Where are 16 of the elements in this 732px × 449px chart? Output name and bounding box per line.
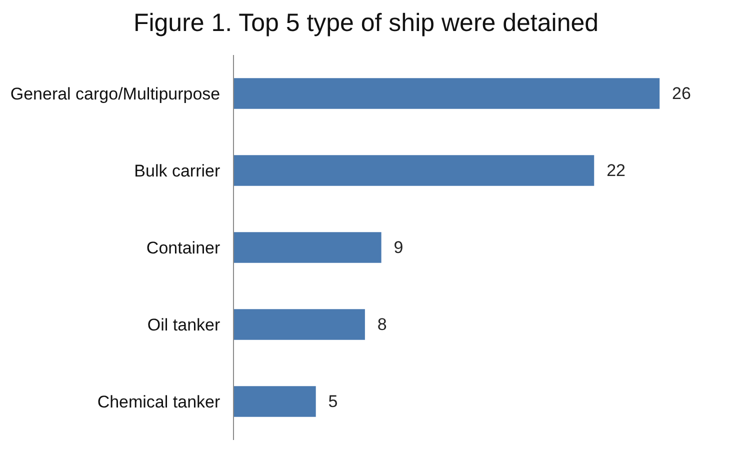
bar — [234, 386, 316, 417]
y-tick-label: General cargo/Multipurpose — [10, 84, 230, 104]
bar — [234, 155, 594, 186]
chart-title: Figure 1. Top 5 type of ship were detained — [133, 9, 599, 37]
bar — [234, 78, 660, 109]
bar — [234, 309, 365, 340]
data-label: 5 — [318, 392, 338, 411]
data-label: 8 — [368, 315, 387, 334]
y-tick-label: Chemical tanker — [97, 392, 230, 412]
data-label: 26 — [662, 84, 691, 103]
y-tick-label: Container — [146, 238, 230, 258]
data-label: 22 — [597, 161, 626, 180]
y-tick-label: Oil tanker — [147, 315, 230, 334]
y-tick-label: Bulk carrier — [134, 161, 230, 180]
bar — [234, 232, 382, 263]
data-label: 9 — [384, 238, 404, 257]
